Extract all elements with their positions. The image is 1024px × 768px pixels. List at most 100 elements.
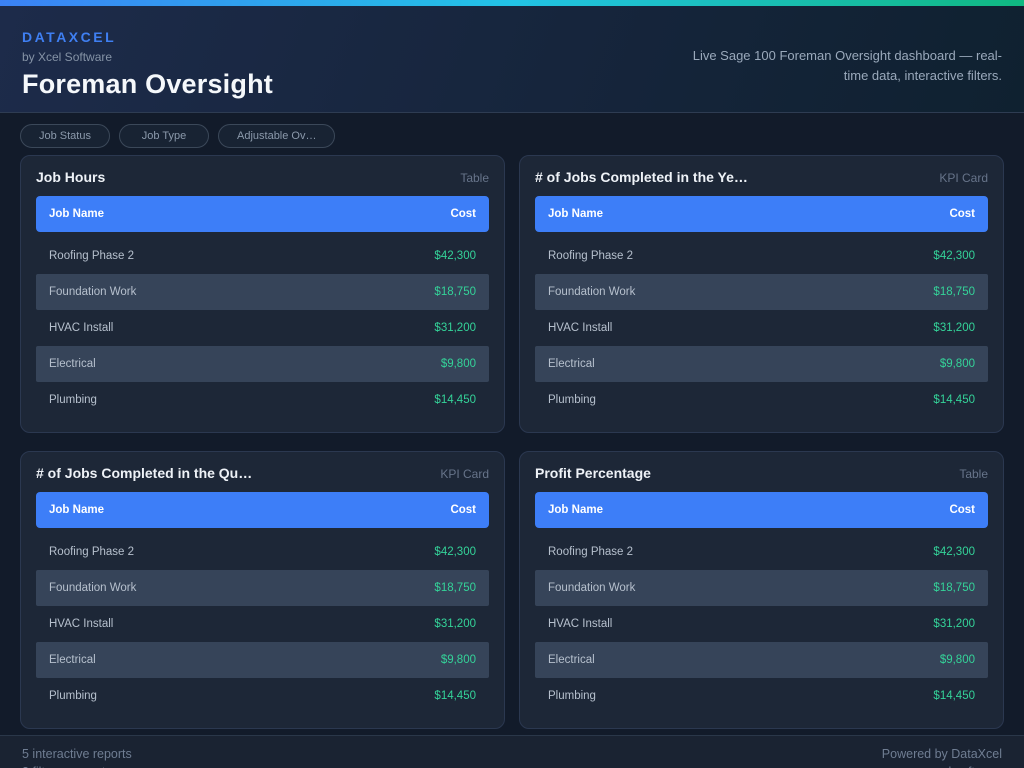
table-row: Electrical $9,800 — [535, 642, 988, 678]
job-name-cell: Roofing Phase 2 — [49, 250, 135, 262]
column-header-cost: Cost — [949, 208, 975, 220]
footer-stats: 5 interactive reports 3 filter parameter… — [22, 745, 132, 768]
table-row: Electrical $9,800 — [36, 642, 489, 678]
footer-reports-count: 5 interactive reports — [22, 747, 132, 761]
column-header-cost: Cost — [450, 208, 476, 220]
table-row: Electrical $9,800 — [535, 346, 988, 382]
job-name-cell: HVAC Install — [49, 618, 114, 630]
cost-cell: $42,300 — [434, 546, 476, 558]
filter-bar: Job Status Job Type Adjustable Ov… — [20, 124, 1004, 148]
cost-cell: $14,450 — [434, 394, 476, 406]
cost-cell: $31,200 — [434, 322, 476, 334]
dashboard-description: Live Sage 100 Foreman Oversight dashboar… — [692, 47, 1002, 83]
column-header-job-name: Job Name — [49, 504, 104, 516]
filter-chip-job-type[interactable]: Job Type — [119, 124, 209, 148]
cost-cell: $14,450 — [933, 690, 975, 702]
job-name-cell: Foundation Work — [49, 286, 137, 298]
card-type-badge: KPI Card — [939, 171, 988, 185]
table-row: HVAC Install $31,200 — [535, 606, 988, 642]
table-row: Foundation Work $18,750 — [36, 570, 489, 606]
cost-cell: $31,200 — [434, 618, 476, 630]
job-name-cell: Plumbing — [548, 394, 596, 406]
table-row: Roofing Phase 2 $42,300 — [535, 534, 988, 570]
cost-cell: $9,800 — [939, 358, 975, 370]
cost-cell: $18,750 — [933, 582, 975, 594]
table-header-row: Job Name Cost — [535, 196, 988, 232]
report-card-profit-percentage[interactable]: Profit Percentage Table Job Name Cost Ro… — [519, 451, 1004, 729]
cost-cell: $14,450 — [933, 394, 975, 406]
column-header-job-name: Job Name — [548, 504, 603, 516]
card-title: # of Jobs Completed in the Qu… — [36, 465, 253, 481]
job-name-cell: Foundation Work — [548, 286, 636, 298]
table-header-row: Job Name Cost — [36, 196, 489, 232]
table-row: Foundation Work $18,750 — [535, 274, 988, 310]
dashboard-body: Job Status Job Type Adjustable Ov… Job H… — [0, 113, 1024, 735]
table-row: Plumbing $14,450 — [36, 382, 489, 418]
card-type-badge: Table — [460, 171, 489, 185]
table-row: HVAC Install $31,200 — [535, 310, 988, 346]
table-row: Roofing Phase 2 $42,300 — [36, 534, 489, 570]
table-header-row: Job Name Cost — [535, 492, 988, 528]
table-row: Foundation Work $18,750 — [535, 570, 988, 606]
job-name-cell: Plumbing — [49, 690, 97, 702]
job-name-cell: Roofing Phase 2 — [548, 546, 634, 558]
card-type-badge: Table — [959, 467, 988, 481]
cost-cell: $18,750 — [933, 286, 975, 298]
card-title: # of Jobs Completed in the Ye… — [535, 169, 748, 185]
job-name-cell: Electrical — [548, 654, 595, 666]
cost-cell: $18,750 — [434, 582, 476, 594]
job-name-cell: Electrical — [548, 358, 595, 370]
column-header-cost: Cost — [450, 504, 476, 516]
cost-cell: $42,300 — [933, 546, 975, 558]
app-header: DATAXCEL by Xcel Software Foreman Oversi… — [0, 6, 1024, 113]
job-name-cell: HVAC Install — [548, 322, 613, 334]
job-name-cell: Roofing Phase 2 — [49, 546, 135, 558]
card-title: Profit Percentage — [535, 465, 651, 481]
table-row: Foundation Work $18,750 — [36, 274, 489, 310]
card-header: Profit Percentage Table — [535, 465, 988, 481]
cost-cell: $42,300 — [434, 250, 476, 262]
brand-logo: DATAXCEL — [22, 29, 117, 45]
job-name-cell: HVAC Install — [548, 618, 613, 630]
table-row: Plumbing $14,450 — [535, 678, 988, 714]
table-row: Plumbing $14,450 — [36, 678, 489, 714]
card-header: # of Jobs Completed in the Qu… KPI Card — [36, 465, 489, 481]
brand-byline: by Xcel Software — [22, 50, 113, 64]
job-name-cell: Foundation Work — [49, 582, 137, 594]
report-card-jobs-completed-quarter[interactable]: # of Jobs Completed in the Qu… KPI Card … — [20, 451, 505, 729]
filter-chip-adjustable[interactable]: Adjustable Ov… — [218, 124, 336, 148]
column-header-job-name: Job Name — [548, 208, 603, 220]
cost-cell: $9,800 — [440, 358, 476, 370]
job-name-cell: Electrical — [49, 358, 96, 370]
card-header: # of Jobs Completed in the Ye… KPI Card — [535, 169, 988, 185]
accent-gradient-bar — [0, 0, 1024, 6]
job-name-cell: Plumbing — [548, 690, 596, 702]
page-title: Foreman Oversight — [22, 69, 273, 99]
card-header: Job Hours Table — [36, 169, 489, 185]
cost-cell: $14,450 — [434, 690, 476, 702]
table-row: HVAC Install $31,200 — [36, 310, 489, 346]
footer-credits: Powered by DataXcel xcel.software — [882, 745, 1002, 768]
column-header-cost: Cost — [949, 504, 975, 516]
job-name-cell: Foundation Work — [548, 582, 636, 594]
job-name-cell: HVAC Install — [49, 322, 114, 334]
report-grid: Job Hours Table Job Name Cost Roofing Ph… — [20, 155, 1004, 735]
header-left: DATAXCEL by Xcel Software Foreman Oversi… — [22, 29, 273, 100]
cost-cell: $42,300 — [933, 250, 975, 262]
table-row: Plumbing $14,450 — [535, 382, 988, 418]
filter-chip-job-status[interactable]: Job Status — [20, 124, 110, 148]
table-row: Electrical $9,800 — [36, 346, 489, 382]
footer-website: xcel.software — [882, 763, 1002, 768]
report-card-job-hours[interactable]: Job Hours Table Job Name Cost Roofing Ph… — [20, 155, 505, 433]
cost-cell: $31,200 — [933, 618, 975, 630]
table-row: Roofing Phase 2 $42,300 — [36, 238, 489, 274]
cost-cell: $9,800 — [440, 654, 476, 666]
report-card-jobs-completed-year[interactable]: # of Jobs Completed in the Ye… KPI Card … — [519, 155, 1004, 433]
footer-powered-by: Powered by DataXcel — [881, 747, 1002, 761]
table-row: Roofing Phase 2 $42,300 — [535, 238, 988, 274]
table-header-row: Job Name Cost — [36, 492, 489, 528]
card-title: Job Hours — [36, 169, 106, 185]
app-footer: 5 interactive reports 3 filter parameter… — [0, 735, 1024, 768]
job-name-cell: Plumbing — [49, 394, 97, 406]
column-header-job-name: Job Name — [49, 208, 104, 220]
